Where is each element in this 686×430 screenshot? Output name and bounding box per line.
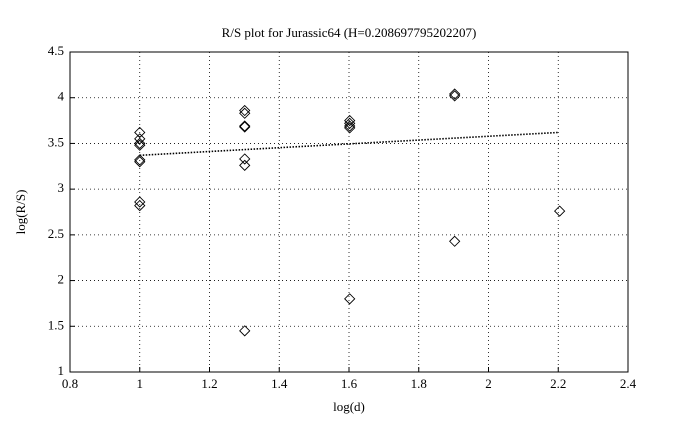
data-point bbox=[344, 120, 356, 132]
data-point bbox=[344, 293, 356, 305]
x-tick-label: 2.2 bbox=[550, 376, 566, 391]
data-point bbox=[134, 156, 146, 168]
data-point bbox=[449, 88, 461, 100]
fit-line bbox=[139, 131, 559, 157]
data-point bbox=[239, 153, 251, 165]
data-point bbox=[134, 154, 146, 166]
data-point bbox=[554, 205, 566, 217]
y-axis-label: log(R/S) bbox=[13, 190, 28, 235]
y-tick-label: 3 bbox=[58, 180, 65, 195]
data-point bbox=[134, 199, 146, 212]
data-point bbox=[449, 90, 461, 102]
x-tick-label: 1.2 bbox=[201, 376, 217, 391]
data-point bbox=[449, 235, 461, 247]
y-tick-label: 1 bbox=[58, 363, 65, 378]
x-tick-label: 0.8 bbox=[62, 376, 78, 391]
data-point bbox=[239, 325, 251, 337]
y-tick-label: 1.5 bbox=[48, 317, 64, 332]
data-point bbox=[239, 104, 251, 117]
x-tick-label: 1 bbox=[137, 376, 144, 391]
data-point bbox=[239, 159, 251, 172]
x-axis-label: log(d) bbox=[333, 399, 365, 414]
x-tick-label: 1.4 bbox=[271, 376, 288, 391]
data-point bbox=[134, 137, 146, 150]
y-tick-label: 2.5 bbox=[48, 226, 64, 241]
x-tick-label: 2.4 bbox=[620, 376, 637, 391]
data-point bbox=[239, 107, 251, 119]
x-tick-label: 1.8 bbox=[411, 376, 427, 391]
y-tick-label: 3.5 bbox=[48, 134, 64, 149]
data-point bbox=[239, 120, 251, 132]
data-point bbox=[134, 126, 146, 139]
data-point bbox=[134, 133, 146, 145]
y-tick-label: 4.5 bbox=[48, 43, 64, 58]
data-point bbox=[239, 121, 251, 133]
data-point bbox=[134, 196, 146, 208]
y-tick-label: 4 bbox=[58, 89, 65, 104]
data-point bbox=[344, 122, 356, 134]
x-tick-label: 2 bbox=[485, 376, 492, 391]
x-tick-label: 1.6 bbox=[341, 376, 358, 391]
y-tick-label: 2 bbox=[58, 272, 65, 287]
data-point bbox=[134, 139, 146, 151]
data-point bbox=[344, 117, 356, 129]
data-point bbox=[344, 114, 356, 127]
chart-title: R/S plot for Jurassic64 (H=0.20869779520… bbox=[222, 25, 477, 40]
